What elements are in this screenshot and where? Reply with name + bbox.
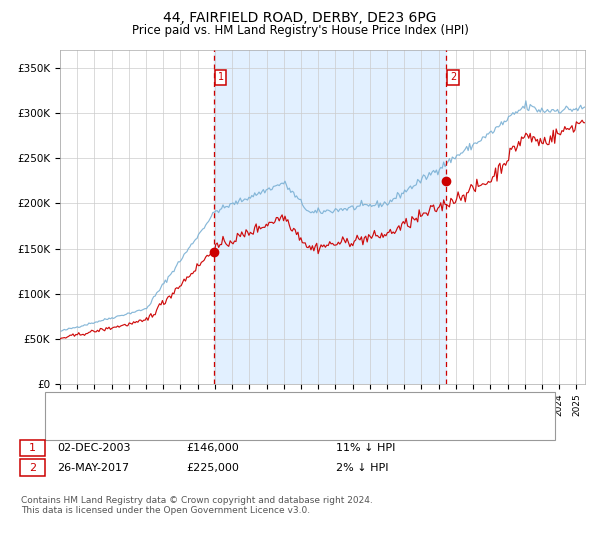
Text: 44, FAIRFIELD ROAD, DERBY, DE23 6PG (detached house): 44, FAIRFIELD ROAD, DERBY, DE23 6PG (det… xyxy=(87,402,386,412)
Text: £146,000: £146,000 xyxy=(186,443,239,453)
Text: 1: 1 xyxy=(218,72,224,82)
Text: £225,000: £225,000 xyxy=(186,463,239,473)
Text: HPI: Average price, detached house, City of Derby: HPI: Average price, detached house, City… xyxy=(87,419,349,429)
Text: 1: 1 xyxy=(29,443,36,453)
Text: ——: —— xyxy=(57,417,82,431)
Text: ——: —— xyxy=(57,400,82,414)
Text: 2% ↓ HPI: 2% ↓ HPI xyxy=(336,463,389,473)
Text: 02-DEC-2003: 02-DEC-2003 xyxy=(57,443,131,453)
Text: 11% ↓ HPI: 11% ↓ HPI xyxy=(336,443,395,453)
Text: 26-MAY-2017: 26-MAY-2017 xyxy=(57,463,129,473)
Text: 44, FAIRFIELD ROAD, DERBY, DE23 6PG: 44, FAIRFIELD ROAD, DERBY, DE23 6PG xyxy=(163,11,437,25)
Text: Price paid vs. HM Land Registry's House Price Index (HPI): Price paid vs. HM Land Registry's House … xyxy=(131,24,469,36)
Text: 2: 2 xyxy=(450,72,456,82)
Text: 2: 2 xyxy=(29,463,36,473)
Bar xyxy=(214,50,446,384)
Text: Contains HM Land Registry data © Crown copyright and database right 2024.
This d: Contains HM Land Registry data © Crown c… xyxy=(21,496,373,515)
